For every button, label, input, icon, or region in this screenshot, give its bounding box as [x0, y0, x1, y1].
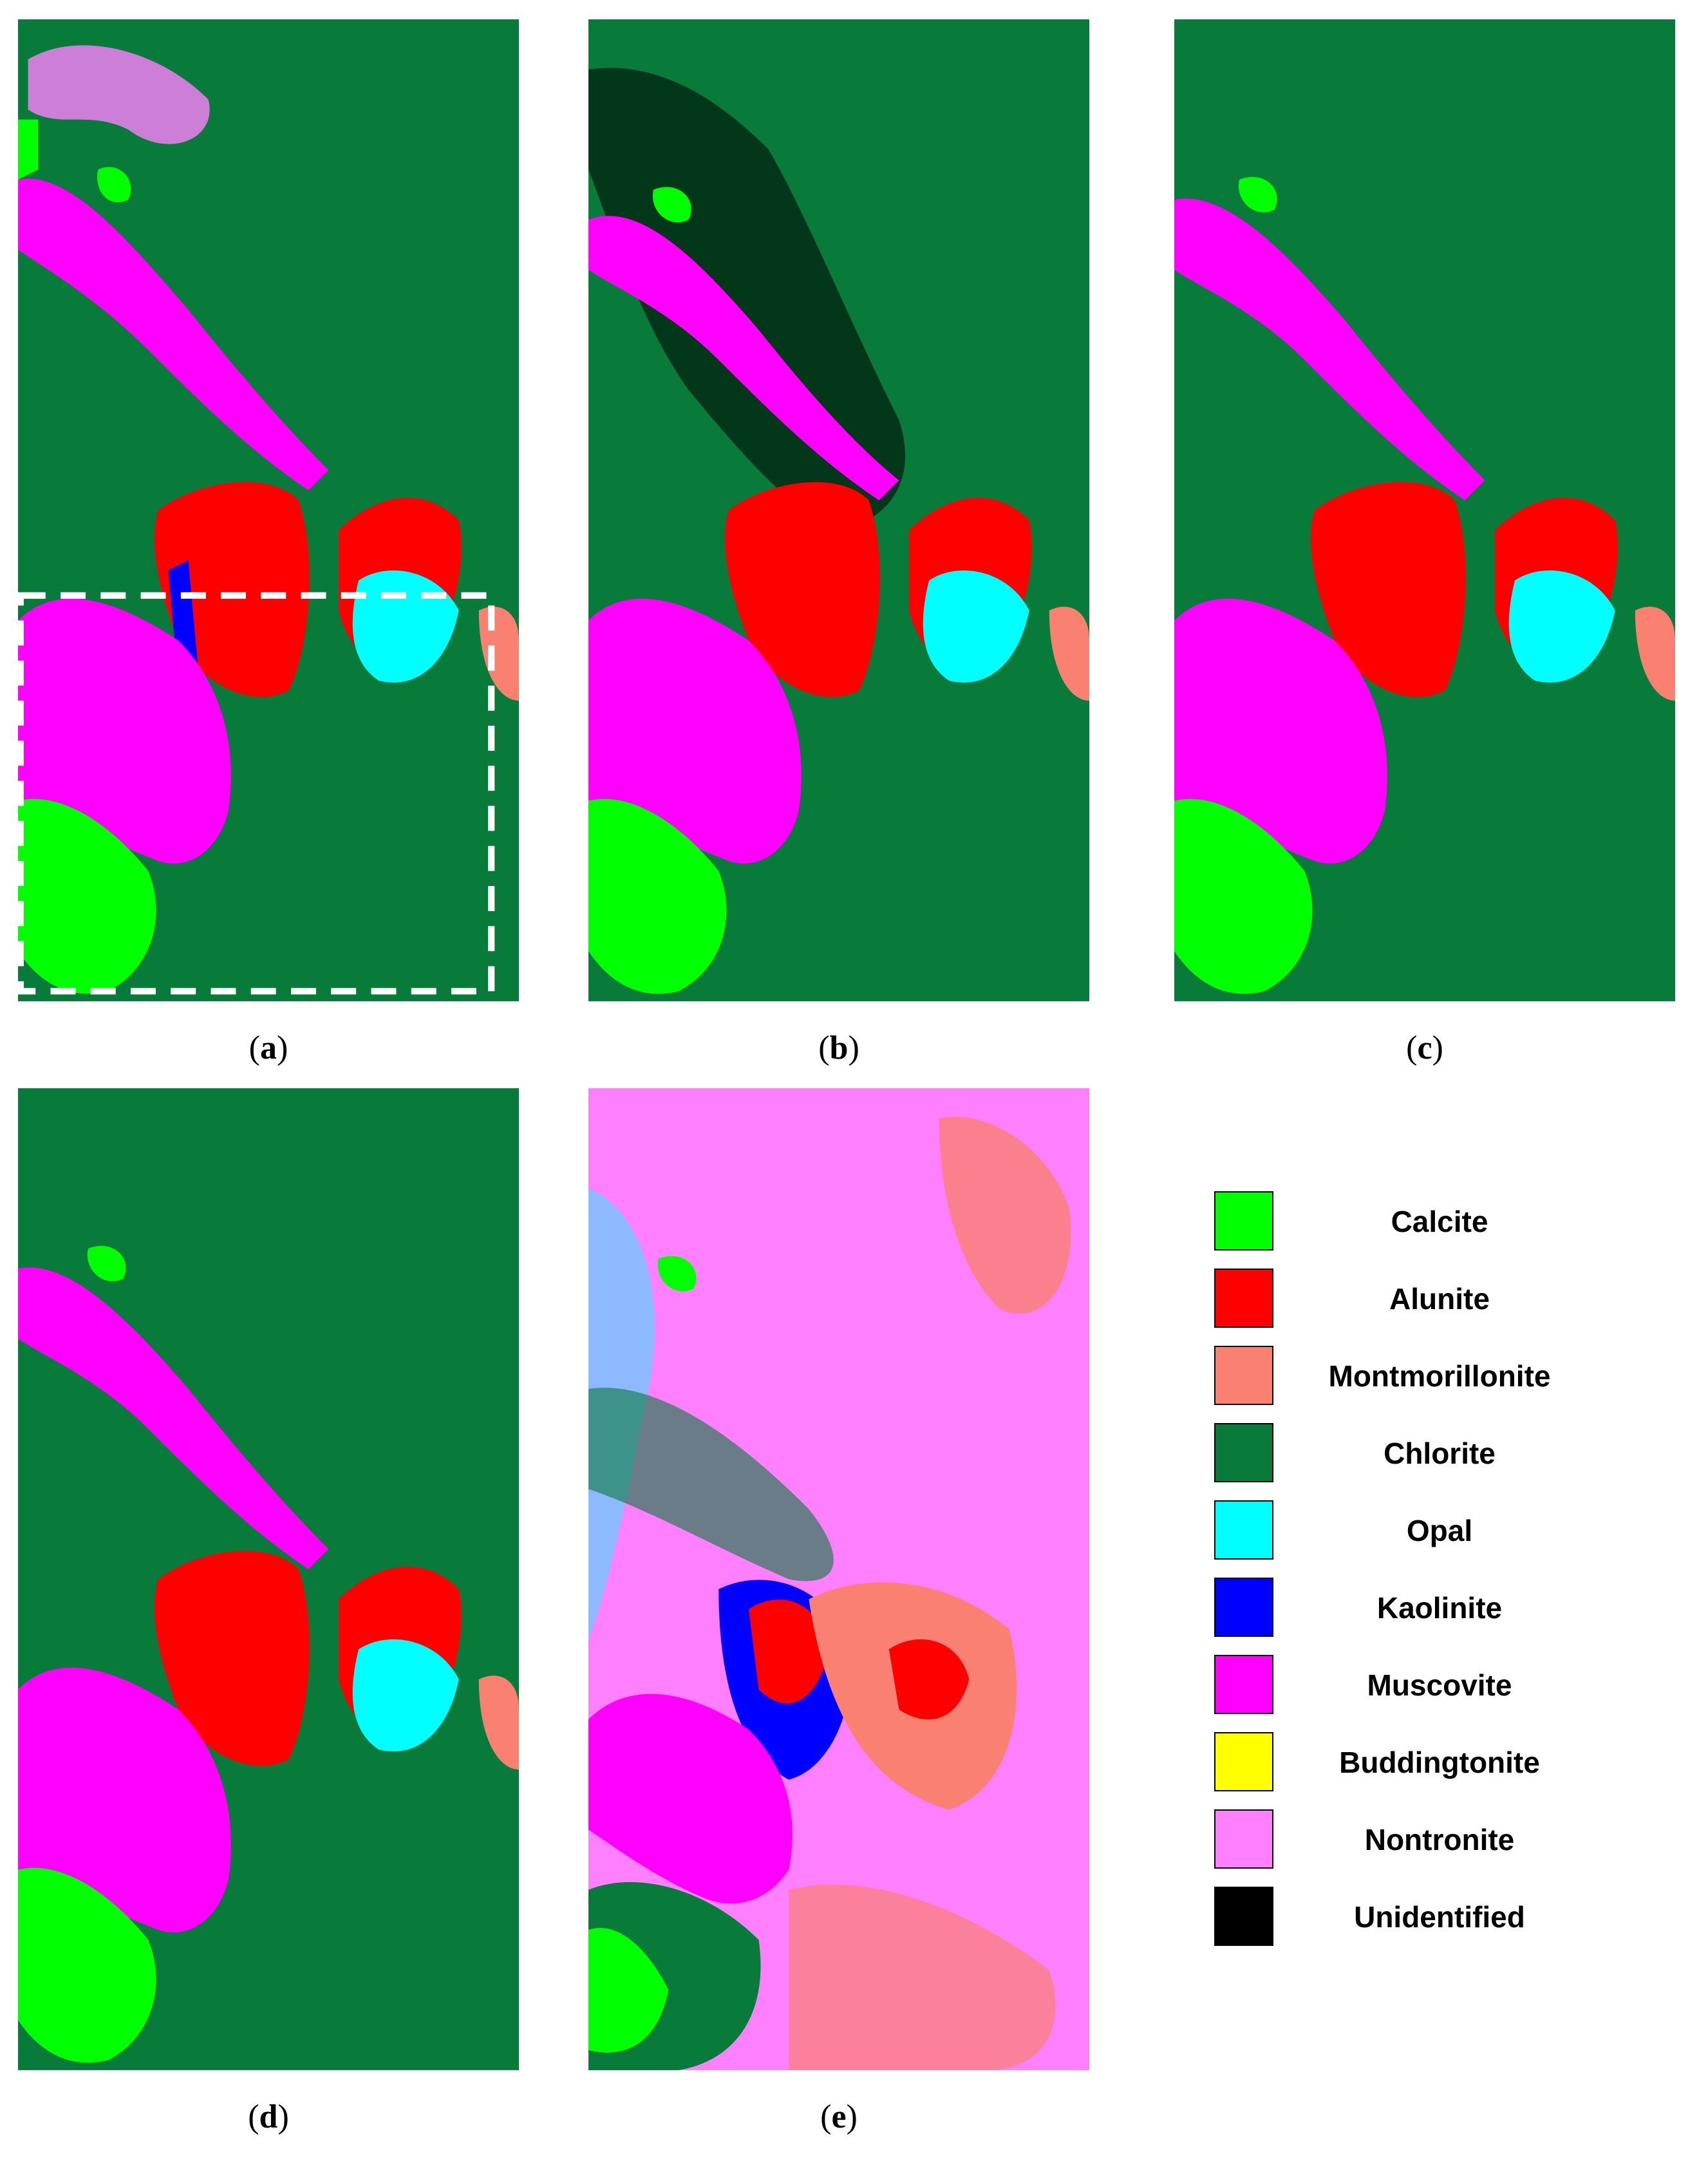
muscovite-southwest [1174, 598, 1387, 864]
alunite-center [154, 1551, 310, 1766]
calcite-west-edge [18, 119, 39, 180]
legend-swatch-alunite [1214, 1269, 1273, 1328]
legend-label-kaolinite: Kaolinite [1376, 1591, 1503, 1625]
montmorillonite-east-edge [1635, 607, 1675, 701]
legend-label-buddingtonite: Buddingtonite [1339, 1746, 1540, 1779]
calcite-north-patch [97, 167, 131, 203]
alunite-center [748, 1599, 829, 1704]
alunite-center [724, 482, 880, 697]
map-panel-b [588, 19, 1089, 1001]
muscovite-southwest [588, 598, 802, 864]
calcite-southwest [588, 1928, 669, 2053]
legend-label-chlorite: Chlorite [1384, 1437, 1496, 1470]
alunite-center [1310, 482, 1466, 697]
map-panel-e [588, 1088, 1089, 2070]
legend-label-montmorillonite: Montmorillonite [1328, 1359, 1551, 1393]
legend-swatch-montmorillonite [1214, 1346, 1273, 1405]
caption-panel-b: (b) [818, 1030, 859, 1066]
muscovite-northwest-band [18, 178, 329, 491]
legend-label-opal: Opal [1406, 1514, 1473, 1547]
calcite-north-patch [87, 1245, 126, 1281]
muscovite-northwest-band [18, 1267, 329, 1569]
legend-label-calcite: Calcite [1391, 1205, 1488, 1238]
calcite-southwest [1174, 798, 1313, 994]
caption-panel-d: (d) [248, 2099, 289, 2135]
montmorillonite-south [789, 1884, 1056, 2070]
montmorillonite-east-edge [478, 1675, 519, 1770]
calcite-north-patch [652, 187, 691, 223]
legend-label-nontronite: Nontronite [1364, 1823, 1515, 1856]
map-panel-d [18, 1088, 519, 2070]
calcite-southwest [18, 798, 156, 994]
pink-patches-north [28, 45, 210, 144]
montmorillonite-east-edge [1049, 607, 1089, 701]
opal-east [352, 1639, 459, 1752]
caption-panel-a: (a) [249, 1030, 288, 1066]
legend-swatch-muscovite [1214, 1655, 1273, 1714]
legend-label-alunite: Alunite [1389, 1282, 1490, 1316]
legend-swatch-calcite [1214, 1191, 1273, 1250]
montmorillonite-northeast [939, 1117, 1071, 1314]
legend-swatch-kaolinite [1214, 1578, 1273, 1637]
legend-swatch-nontronite [1214, 1809, 1273, 1869]
caption-panel-c: (c) [1406, 1030, 1443, 1066]
muscovite-southwest [18, 598, 231, 864]
calcite-southwest [18, 1867, 156, 2063]
opal-east [923, 570, 1029, 683]
muscovite-northwest-band [588, 216, 899, 500]
legend-swatch-buddingtonite [1214, 1732, 1273, 1791]
calcite-southwest [588, 798, 727, 994]
caption-panel-e: (e) [820, 2099, 858, 2135]
dashed-inset-box [18, 592, 495, 995]
map-panel-c [1174, 19, 1675, 1001]
calcite-north-patch [1238, 176, 1277, 212]
legend-swatch-opal [1214, 1500, 1273, 1560]
legend-label-unidentified: Unidentified [1354, 1900, 1525, 1934]
map-panel-a [18, 19, 519, 1001]
muscovite-southwest [18, 1667, 231, 1933]
calcite-north-patch [657, 1256, 697, 1292]
opal-east [1508, 570, 1615, 683]
legend-swatch-chlorite [1214, 1423, 1273, 1482]
muscovite-southwest [588, 1694, 793, 1904]
chlorite-west-band [588, 1388, 834, 1581]
legend-label-muscovite: Muscovite [1367, 1668, 1512, 1702]
legend-swatch-unidentified [1214, 1887, 1273, 1946]
alunite-east [888, 1639, 970, 1720]
muscovite-northwest-band [1174, 198, 1485, 500]
